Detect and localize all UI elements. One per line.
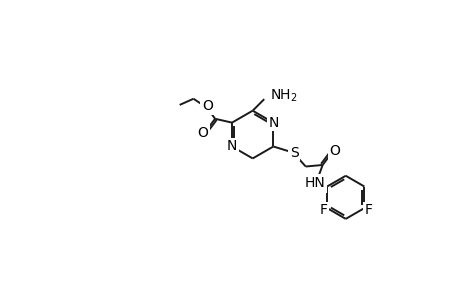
Text: NH$_2$: NH$_2$ [270,88,297,104]
Text: N: N [226,140,237,154]
Text: HN: HN [304,176,325,190]
Text: S: S [289,146,298,160]
Text: O: O [197,126,208,140]
Text: O: O [329,144,340,158]
Text: O: O [202,100,213,113]
Text: N: N [268,116,278,130]
Text: F: F [364,203,371,218]
Text: F: F [319,203,326,218]
